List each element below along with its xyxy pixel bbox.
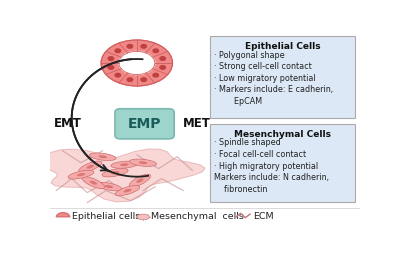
Text: · High migratory potential: · High migratory potential xyxy=(214,162,318,170)
Ellipse shape xyxy=(137,214,150,220)
Text: ECM: ECM xyxy=(253,212,274,221)
Ellipse shape xyxy=(136,178,144,183)
Circle shape xyxy=(160,57,166,60)
Wedge shape xyxy=(56,213,70,217)
Ellipse shape xyxy=(89,153,116,161)
Text: EMP: EMP xyxy=(128,117,161,131)
Circle shape xyxy=(115,73,121,77)
Circle shape xyxy=(153,49,158,53)
Text: MET: MET xyxy=(183,117,211,130)
Ellipse shape xyxy=(130,159,156,166)
Ellipse shape xyxy=(129,174,151,187)
Text: Mesenchymal Cells: Mesenchymal Cells xyxy=(234,130,331,139)
Ellipse shape xyxy=(115,185,140,196)
Ellipse shape xyxy=(124,189,132,192)
Ellipse shape xyxy=(90,181,97,185)
Text: Epithelial cells: Epithelial cells xyxy=(72,212,140,221)
Circle shape xyxy=(127,78,133,81)
Ellipse shape xyxy=(86,165,94,169)
Ellipse shape xyxy=(68,170,94,179)
Ellipse shape xyxy=(96,182,122,191)
Circle shape xyxy=(141,78,146,81)
Circle shape xyxy=(101,40,172,86)
Circle shape xyxy=(115,49,121,53)
Circle shape xyxy=(160,66,166,69)
Ellipse shape xyxy=(111,161,138,168)
Ellipse shape xyxy=(98,155,107,158)
Text: EMT: EMT xyxy=(54,117,82,130)
Text: · Strong cell-cell contact: · Strong cell-cell contact xyxy=(214,62,312,71)
Ellipse shape xyxy=(102,168,128,177)
Polygon shape xyxy=(40,149,205,202)
Circle shape xyxy=(141,45,146,48)
Text: · Spindle shaped: · Spindle shaped xyxy=(214,138,280,147)
Ellipse shape xyxy=(82,177,105,189)
Text: EpCAM: EpCAM xyxy=(219,97,262,106)
Text: Markers include: N cadherin,: Markers include: N cadherin, xyxy=(214,173,329,182)
Ellipse shape xyxy=(139,161,147,164)
Ellipse shape xyxy=(79,161,102,172)
FancyBboxPatch shape xyxy=(210,124,355,202)
Circle shape xyxy=(153,73,158,77)
Text: · Low migratory potential: · Low migratory potential xyxy=(214,74,315,83)
Circle shape xyxy=(108,66,114,69)
Ellipse shape xyxy=(105,185,113,188)
Text: · Markers include: E cadherin,: · Markers include: E cadherin, xyxy=(214,85,333,94)
Ellipse shape xyxy=(77,173,85,176)
Ellipse shape xyxy=(111,171,119,174)
Text: Epithelial Cells: Epithelial Cells xyxy=(245,42,320,51)
Text: · Focal cell-cell contact: · Focal cell-cell contact xyxy=(214,150,306,159)
FancyBboxPatch shape xyxy=(115,109,174,139)
Text: Mesenchymal  cells: Mesenchymal cells xyxy=(151,212,244,221)
Text: fibronectin: fibronectin xyxy=(219,185,267,194)
Circle shape xyxy=(119,52,155,75)
Circle shape xyxy=(127,45,133,48)
Ellipse shape xyxy=(120,163,129,166)
Circle shape xyxy=(108,57,114,60)
Text: · Polygonal shape: · Polygonal shape xyxy=(214,51,284,60)
FancyBboxPatch shape xyxy=(210,36,355,118)
